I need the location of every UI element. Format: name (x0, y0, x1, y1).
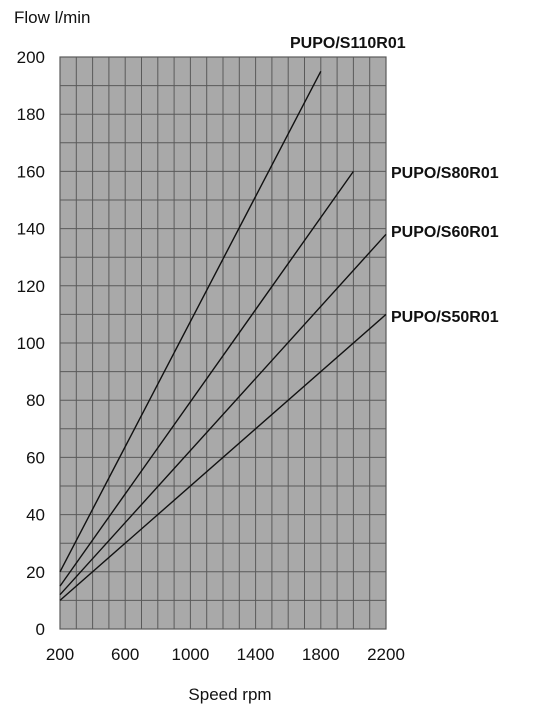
grid (59, 56, 387, 630)
x-tick-label: 200 (46, 645, 74, 664)
y-tick-label: 0 (36, 620, 45, 639)
x-tick-label: 2200 (367, 645, 405, 664)
series-line-3 (59, 313, 387, 601)
series-lines (59, 70, 387, 601)
series-label-1: PUPO/S80R01 (391, 165, 499, 182)
y-tick-label: 20 (26, 563, 45, 582)
series-line-2 (59, 233, 387, 596)
y-tick-label: 200 (17, 48, 45, 67)
x-tick-label: 1400 (237, 645, 275, 664)
y-tick-label: 140 (17, 220, 45, 239)
x-tick-label: 1800 (302, 645, 340, 664)
x-axis-ticks: 200 600 1000 1400 1800 2200 (46, 645, 405, 664)
y-axis-label: Flow l/min (14, 8, 91, 27)
y-tick-label: 120 (17, 277, 45, 296)
series-labels: PUPO/S110R01 PUPO/S80R01 PUPO/S60R01 PUPO/S… (290, 35, 499, 326)
y-tick-label: 40 (26, 506, 45, 525)
y-tick-label: 100 (17, 334, 45, 353)
series-label-3: PUPO/S50R01 (391, 309, 499, 326)
x-tick-label: 600 (111, 645, 139, 664)
y-axis-ticks: 0 20 40 60 80 100 120 140 160 180 200 (17, 48, 45, 639)
y-tick-label: 60 (26, 448, 45, 467)
x-axis-label: Speed rpm (188, 685, 271, 704)
series-line-0 (59, 70, 322, 573)
series-label-0: PUPO/S110R01 (290, 35, 406, 52)
y-tick-label: 80 (26, 391, 45, 410)
series-line-1 (59, 170, 354, 587)
y-tick-label: 160 (17, 162, 45, 181)
y-tick-label: 180 (17, 105, 45, 124)
series-label-2: PUPO/S60R01 (391, 224, 499, 241)
x-tick-label: 1000 (171, 645, 209, 664)
